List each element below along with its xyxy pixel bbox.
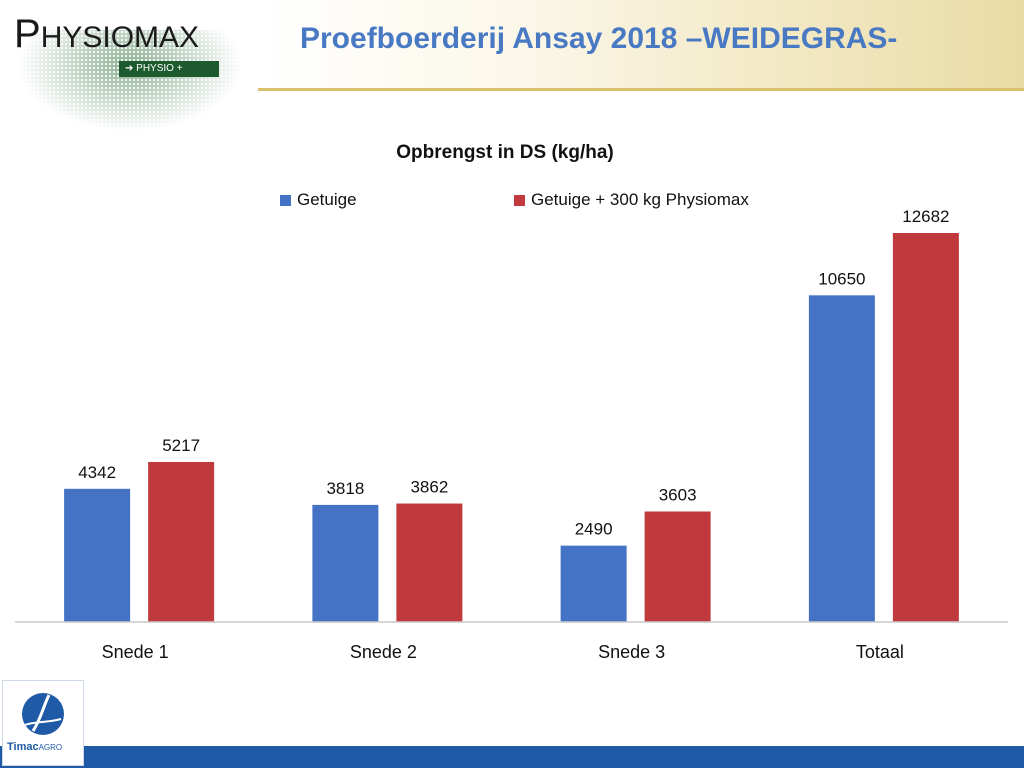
- bar-series-2-snede-1: [148, 461, 215, 622]
- page-title: Proefboerderij Ansay 2018 –WEIDEGRAS-: [300, 22, 898, 55]
- x-tick-label-snede-3: Snede 3: [598, 642, 665, 662]
- timac-label-sub: AGRO: [38, 743, 63, 752]
- legend-swatch-series-2: [514, 194, 525, 206]
- data-label-series-1-snede-2: 3818: [326, 479, 364, 498]
- legend-label-series-2: Getuige + 300 kg Physiomax: [531, 190, 749, 209]
- bar-series-1-snede-2: [312, 504, 379, 622]
- data-label-series-2-snede-2: 3862: [410, 478, 448, 497]
- bar-series-1-totaal: [808, 295, 875, 622]
- chart-title: Opbrengst in DS (kg/ha): [396, 142, 614, 163]
- data-label-series-2-snede-1: 5217: [162, 436, 200, 455]
- x-tick-label-totaal: Totaal: [856, 642, 904, 662]
- logo-initial: P: [14, 12, 41, 56]
- bar-series-1-snede-1: [64, 488, 131, 622]
- bar-series-2-snede-3: [644, 511, 711, 622]
- x-tick-label-snede-1: Snede 1: [102, 642, 169, 662]
- timac-label-main: Timac: [7, 741, 39, 753]
- data-label-series-1-totaal: 10650: [818, 269, 865, 288]
- physiomax-logo: PHYSIOMAX ➔ PHYSIO +: [0, 0, 250, 140]
- legend-label-series-1: Getuige: [297, 190, 357, 209]
- legend-item-series-1: Getuige: [280, 190, 357, 210]
- logo-tagline: ➔ PHYSIO +: [119, 61, 219, 77]
- data-label-series-1-snede-3: 2490: [575, 520, 613, 539]
- timac-agro-label: TimacAGRO: [7, 741, 62, 753]
- bar-series-2-snede-2: [396, 503, 463, 622]
- footer-bar: [0, 746, 1024, 768]
- bar-series-2-totaal: [892, 233, 959, 622]
- x-tick-label-snede-2: Snede 2: [350, 642, 417, 662]
- timac-emblem-icon: [22, 693, 64, 735]
- data-label-series-1-snede-1: 4342: [78, 463, 116, 482]
- bar-series-1-snede-3: [560, 545, 627, 622]
- legend-swatch-series-1: [280, 194, 291, 206]
- legend-item-series-2: Getuige + 300 kg Physiomax: [514, 190, 749, 210]
- title-band: [258, 0, 1024, 91]
- logo-dot-pattern: [20, 30, 240, 130]
- data-label-series-2-totaal: 12682: [902, 207, 949, 226]
- logo-rest: HYSIOMAX: [40, 21, 200, 54]
- data-label-series-2-snede-3: 3603: [659, 485, 697, 504]
- logo-wordmark: PHYSIOMAX: [14, 12, 199, 57]
- timac-agro-logo: TimacAGRO: [2, 680, 84, 766]
